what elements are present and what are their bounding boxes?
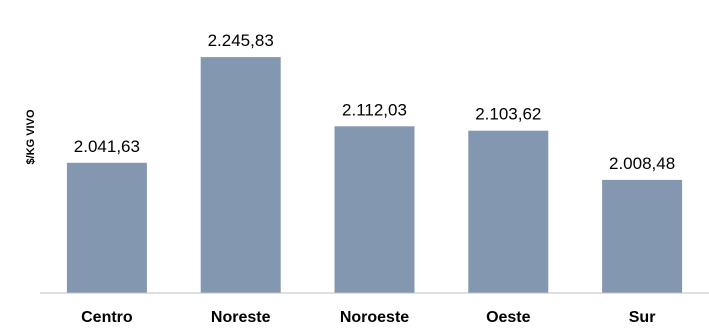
category-label-centro: Centro [81,309,133,326]
category-label-noroeste: Noroeste [340,309,409,326]
y-axis-title: $/KG VIVO [25,109,37,164]
value-label-sur: 2.008,48 [609,154,675,173]
value-labels-group: 2.041,63 2.245,83 2.112,03 2.103,62 2.008,48 [74,31,675,173]
bar-oeste [468,130,549,293]
bar-noroeste [334,126,415,293]
value-label-noroeste: 2.112,03 [342,100,407,119]
value-label-oeste: 2.103,62 [475,105,541,124]
category-label-noreste: Noreste [211,309,271,326]
bar-noreste [200,57,281,293]
category-label-sur: Sur [629,309,656,326]
bar-centro [66,162,147,293]
category-label-oeste: Oeste [486,309,531,326]
value-label-noreste: 2.245,83 [208,31,274,50]
bar-sur [602,179,683,293]
category-labels-group: Centro Noreste Noroeste Oeste Sur [81,309,655,326]
bars-group [66,57,683,293]
value-label-centro: 2.041,63 [74,137,140,156]
